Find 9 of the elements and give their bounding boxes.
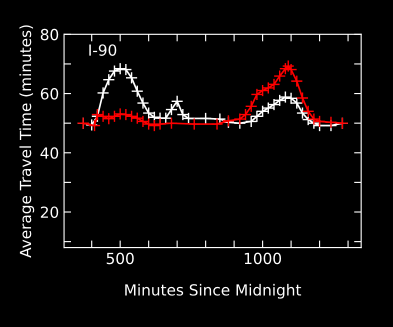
y-tick-label: 60 bbox=[40, 88, 58, 100]
annotation: I-90 bbox=[89, 44, 116, 56]
y-tick-label: 80 bbox=[40, 28, 58, 40]
y-tick-label: 20 bbox=[40, 206, 58, 218]
x-axis-title: Minutes Since Midnight bbox=[125, 284, 302, 299]
y-tick-label: 40 bbox=[40, 147, 58, 159]
x-tick-label: 1000 bbox=[244, 252, 282, 264]
x-tick-label: 500 bbox=[106, 252, 134, 264]
y-axis-title: Average Travel Time (minutes) bbox=[19, 25, 34, 258]
